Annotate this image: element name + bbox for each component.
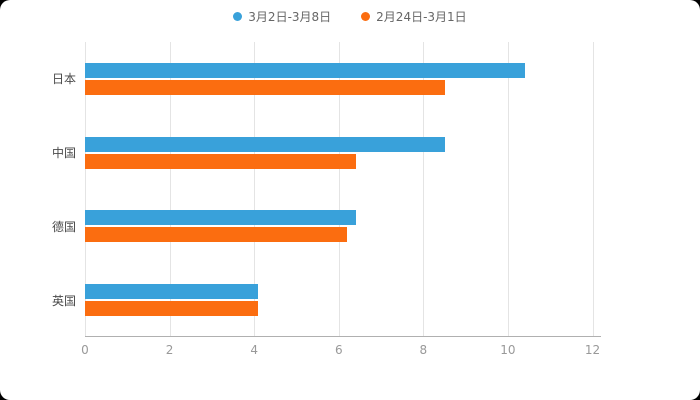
y-axis-label-1: 中国 — [51, 146, 76, 161]
bar-series0-0[interactable] — [85, 62, 525, 78]
x-axis-label-10: 10 — [500, 343, 516, 357]
gridlines — [85, 42, 601, 337]
legend-item-1[interactable]: 2月24日-3月1日 — [361, 8, 467, 25]
y-axis-labels: 日本 中国 德国 英国 — [0, 42, 76, 337]
plot-area — [85, 42, 601, 337]
bar-series0-3[interactable] — [85, 284, 259, 300]
bar-group-1 — [85, 116, 601, 190]
gridline-8 — [423, 42, 425, 337]
chart-legend: 3月2日-3月8日 2月24日-3月1日 — [0, 8, 700, 25]
y-axis-label-3: 英国 — [51, 293, 76, 308]
x-axis-label-8: 8 — [419, 343, 428, 357]
legend-dot-icon — [233, 12, 243, 21]
y-axis-label-2: 德国 — [51, 219, 76, 234]
legend-label: 3月2日-3月8日 — [248, 10, 332, 24]
bar-group-3 — [85, 263, 601, 337]
bar-series1-2[interactable] — [85, 227, 348, 243]
bar-series1-0[interactable] — [85, 79, 445, 95]
y-axis-label-0: 日本 — [51, 72, 76, 87]
x-axis-label-2: 2 — [165, 343, 174, 357]
legend-item-0[interactable]: 3月2日-3月8日 — [233, 8, 331, 25]
bar-series0-2[interactable] — [85, 210, 356, 226]
gridline-12 — [592, 42, 594, 337]
bar-series1-1[interactable] — [85, 153, 356, 169]
bar-group-2 — [85, 190, 601, 264]
x-axis-label-0: 0 — [81, 343, 89, 357]
x-axis-label-6: 6 — [334, 343, 343, 357]
x-axis-label-12: 12 — [584, 343, 601, 357]
x-axis-labels: 0 2 4 6 8 10 12 — [81, 343, 601, 359]
bar-group-0 — [85, 42, 601, 116]
gridline-0 — [85, 42, 86, 337]
bar-series0-1[interactable] — [85, 136, 445, 152]
x-axis-label-4: 4 — [250, 343, 258, 357]
gridline-10 — [507, 42, 509, 337]
gridline-2 — [169, 42, 171, 337]
legend-label: 2月24日-3月1日 — [376, 10, 467, 24]
bars — [85, 42, 601, 337]
bar-series1-3[interactable] — [85, 301, 259, 317]
x-axis-line — [85, 336, 601, 337]
gridline-4 — [254, 42, 256, 337]
legend-dot-icon — [361, 12, 371, 21]
gridline-6 — [338, 42, 340, 337]
